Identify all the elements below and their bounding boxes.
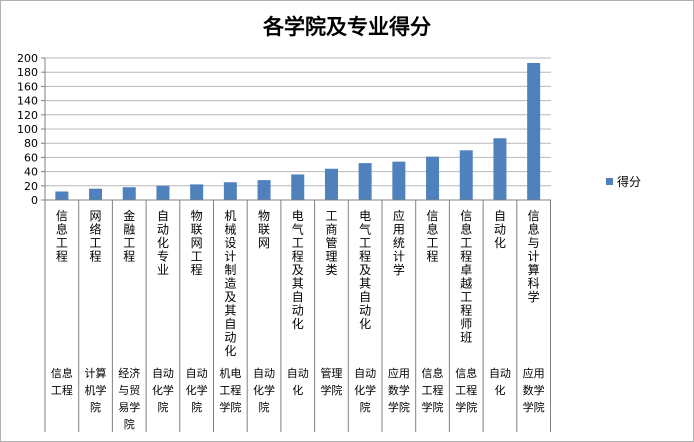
bar bbox=[122, 187, 136, 200]
x-major-label: 电气工程及其自动化 bbox=[292, 209, 304, 331]
x-major-label: 信息与计算科学 bbox=[528, 209, 540, 304]
x-college-label: 信息工程学院 bbox=[455, 366, 477, 414]
x-major-label: 工商管理类 bbox=[325, 209, 337, 277]
x-major-label: 网络工程 bbox=[90, 209, 102, 264]
bar bbox=[324, 168, 338, 200]
x-major-label: 自动化 bbox=[494, 209, 506, 250]
x-category-labels: 信息工程信息工程网络工程计算机学院金融工程经济与贸易学院自动化专业自动化学院物联… bbox=[51, 208, 545, 431]
x-college-label: 信息工程学院 bbox=[422, 366, 444, 414]
legend-label: 得分 bbox=[617, 174, 641, 189]
x-college-label: 机电工程学院 bbox=[219, 366, 241, 414]
axes bbox=[41, 57, 551, 432]
y-tick-label: 200 bbox=[17, 52, 38, 65]
legend: 得分 bbox=[606, 174, 641, 189]
x-college-label: 自动化学院 bbox=[186, 367, 208, 414]
x-college-label: 自动化学院 bbox=[354, 367, 376, 414]
x-major-label: 物联网工程 bbox=[191, 209, 203, 277]
x-major-label: 物联网 bbox=[258, 209, 270, 250]
x-college-label: 自动化 bbox=[489, 367, 511, 397]
x-major-label: 信息工程 bbox=[427, 209, 439, 264]
x-major-label: 机械设计制造及其自动化 bbox=[224, 209, 236, 358]
chart-title: 各学院及专业得分 bbox=[262, 15, 431, 39]
x-major-label: 自动化专业 bbox=[157, 209, 169, 277]
y-tick-label: 80 bbox=[24, 137, 38, 150]
x-major-label: 应用统计学 bbox=[393, 208, 405, 277]
x-college-label: 计算机学院 bbox=[85, 366, 107, 414]
y-tick-label: 40 bbox=[24, 166, 38, 179]
y-tick-label: 20 bbox=[24, 180, 38, 193]
bar bbox=[291, 174, 305, 200]
x-college-label: 应用数学学院 bbox=[388, 366, 410, 414]
bar bbox=[257, 180, 271, 200]
bar bbox=[190, 184, 204, 200]
y-tick-label: 0 bbox=[31, 194, 38, 207]
x-college-label: 信息工程 bbox=[51, 366, 73, 397]
bars bbox=[55, 62, 541, 200]
y-tick-label: 160 bbox=[17, 80, 38, 93]
x-college-label: 自动化 bbox=[287, 367, 309, 397]
x-college-label: 经济与贸易学院 bbox=[118, 366, 140, 431]
x-college-label: 管理学院 bbox=[320, 366, 342, 397]
bar bbox=[358, 163, 372, 200]
x-college-label: 自动化学院 bbox=[253, 367, 275, 414]
bar bbox=[426, 156, 440, 200]
x-college-label: 自动化学院 bbox=[152, 367, 174, 414]
bar bbox=[459, 150, 473, 200]
y-tick-label: 60 bbox=[24, 151, 38, 164]
bar bbox=[156, 185, 170, 200]
y-tick-label: 120 bbox=[17, 109, 38, 122]
y-tick-label: 100 bbox=[17, 123, 38, 136]
x-major-label: 信息工程 bbox=[56, 209, 68, 264]
bar bbox=[493, 138, 507, 200]
x-major-label: 信息工程卓越工程师班 bbox=[460, 209, 472, 345]
bar bbox=[55, 191, 69, 200]
bar bbox=[89, 188, 103, 200]
y-tick-label: 180 bbox=[17, 66, 38, 79]
x-college-label: 应用数学学院 bbox=[523, 366, 545, 414]
bar bbox=[392, 161, 406, 200]
y-tick-label: 140 bbox=[17, 95, 38, 108]
bar bbox=[223, 182, 237, 200]
x-major-label: 金融工程 bbox=[123, 208, 135, 264]
legend-swatch bbox=[606, 178, 613, 185]
x-major-label: 电气工程及其自动化 bbox=[359, 209, 371, 331]
bar bbox=[527, 62, 541, 200]
